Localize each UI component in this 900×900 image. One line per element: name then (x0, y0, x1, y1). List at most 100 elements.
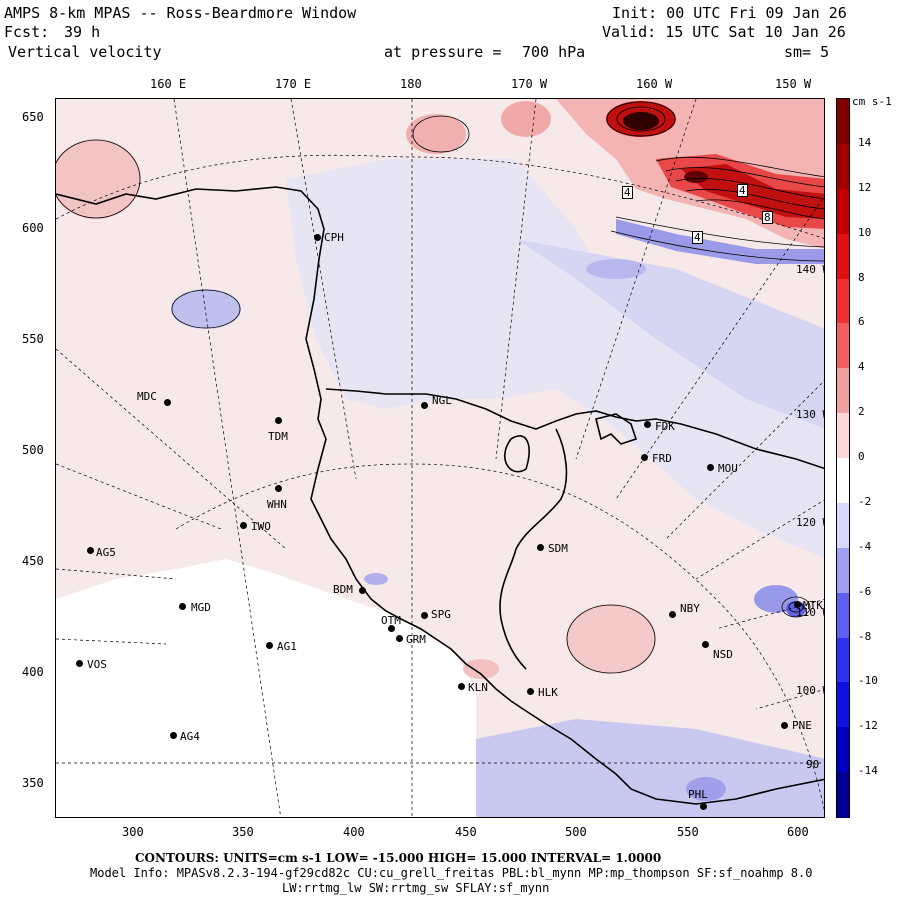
meridian-label-90w: 90 W (806, 758, 820, 771)
station-label: FRD (652, 452, 672, 465)
colorbar-label: -10 (858, 674, 878, 688)
station-label: IWO (251, 520, 271, 533)
x-label-500: 500 (565, 825, 587, 839)
lon-label-160e: 160 E (150, 77, 187, 91)
colorbar-label: -2 (858, 494, 872, 508)
station-label: CPH (324, 231, 344, 244)
map-panel: 4 4 4 8 140 W 130 W 120 W 110 W 100 W 90… (55, 98, 825, 818)
lon-label-150w: 150 W (775, 77, 812, 91)
colorbar (836, 98, 850, 818)
colorbar-label: -14 (858, 764, 878, 778)
station-label: MTK (803, 599, 823, 612)
meridian-label-140w: 140 W (796, 263, 824, 276)
colorbar-segment (837, 143, 849, 190)
model-info-line2: LW:rrtmg_lw SW:rrtmg_sw SFLAY:sf_mynn (282, 881, 550, 895)
station-marker (421, 612, 428, 619)
colorbar-segment (837, 727, 849, 773)
station-label: KLN (468, 681, 488, 694)
colorbar-label: 0 (858, 450, 865, 463)
blue-patch (786, 601, 806, 617)
coastline (56, 186, 824, 805)
station-marker (164, 399, 171, 406)
station-label: AG1 (277, 640, 297, 653)
colorbar-segment (837, 278, 849, 324)
station-marker (314, 234, 321, 241)
colorbar-label: 4 (858, 360, 865, 374)
contour-label: 4 (737, 184, 748, 197)
station-marker (644, 421, 651, 428)
contour-label: 4 (622, 186, 633, 199)
station-marker (458, 683, 465, 690)
station-marker (170, 732, 177, 739)
colorbar-label: -8 (858, 629, 872, 643)
station-marker (240, 522, 247, 529)
station-label: AG5 (96, 546, 116, 559)
lat-lon-grid (56, 99, 824, 817)
y-label-500: 500 (22, 443, 44, 457)
y-label-550: 550 (22, 332, 44, 346)
lon-label-170w: 170 W (511, 77, 548, 91)
x-label-350: 350 (232, 825, 254, 839)
lon-label-170e: 170 E (275, 77, 312, 91)
station-label: SPG (431, 608, 451, 621)
colorbar-label: -12 (858, 719, 878, 733)
upward-motion-peak (623, 112, 659, 130)
station-label: NGL (432, 394, 452, 407)
smoothing-label: sm= 5 (784, 43, 830, 61)
colorbar-label: 14 (858, 135, 872, 149)
station-label: MOU (718, 462, 738, 475)
downward-motion-band (616, 219, 824, 264)
blue-patch (586, 259, 646, 279)
station-label: GRM (406, 633, 426, 646)
station-marker (707, 464, 714, 471)
colorbar-segment (837, 323, 849, 369)
station-marker (179, 603, 186, 610)
station-marker (702, 641, 709, 648)
model-info: Model Info: MPASv8.2.3-194-gf29cd82c CU:… (90, 866, 813, 880)
colorbar-segment (837, 502, 849, 549)
station-marker (421, 402, 428, 409)
forecast-hour: 39 h (64, 23, 101, 41)
lon-label-160w: 160 W (636, 77, 673, 91)
colorbar-segment (837, 547, 849, 594)
station-label: PNE (792, 719, 812, 732)
colorbar-label: 10 (858, 225, 872, 239)
colorbar-label: 6 (858, 315, 865, 329)
station-marker (537, 544, 544, 551)
colorbar-segment (837, 99, 849, 145)
station-marker (700, 803, 707, 810)
blue-band (516, 239, 824, 429)
x-label-450: 450 (455, 825, 477, 839)
blue-lower-region (476, 719, 824, 817)
pink-patch (566, 604, 656, 674)
pressure-label: at pressure = (384, 43, 502, 61)
meridian-label-100w: 100 W (796, 684, 824, 697)
field-name: Vertical velocity (8, 43, 162, 61)
station-marker (641, 454, 648, 461)
colorbar-segment (837, 592, 849, 638)
station-label: MGD (191, 601, 211, 614)
colorbar-label: 2 (858, 405, 865, 419)
colorbar-segment (837, 188, 849, 235)
x-label-600: 600 (787, 825, 809, 839)
station-marker (275, 485, 282, 492)
y-label-400: 400 (22, 665, 44, 679)
station-label: OTM (381, 614, 401, 627)
station-marker (669, 611, 676, 618)
valid-time: Valid: 15 UTC Sat 10 Jan 26 (602, 23, 846, 41)
y-label-350: 350 (22, 776, 44, 790)
pink-patch (501, 101, 551, 137)
station-label: HLK (538, 686, 558, 699)
station-label: TDM (268, 430, 288, 443)
colorbar-units: cm s-1 (852, 95, 892, 108)
station-marker (781, 722, 788, 729)
station-label: NSD (713, 648, 733, 661)
lon-label-180: 180 (400, 77, 422, 91)
contour-label: 4 (692, 231, 703, 244)
blue-patch (686, 777, 726, 801)
station-marker (388, 625, 395, 632)
colorbar-segment (837, 637, 849, 683)
x-label-550: 550 (677, 825, 699, 839)
pressure-value: 700 hPa (522, 43, 586, 61)
colorbar-segment (837, 772, 849, 818)
